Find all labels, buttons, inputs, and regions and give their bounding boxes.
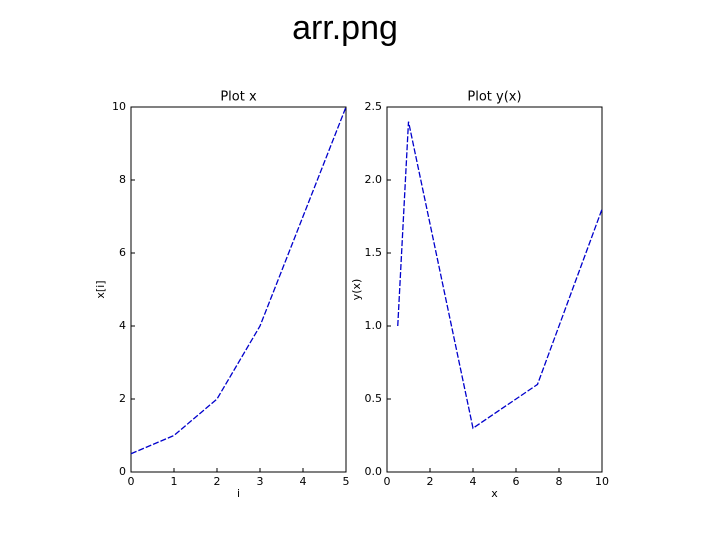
x-axis-label: x [491,487,498,500]
y-tick-label: 0.0 [365,465,383,478]
data-line [397,121,603,430]
x-tick-label: 5 [343,475,350,488]
x-tick-label: 4 [470,475,477,488]
x-tick-label: 3 [257,475,264,488]
y-tick-label: 2.5 [365,100,383,113]
x-tick-label: 2 [214,475,221,488]
x-tick-label: 0 [384,475,391,488]
axes-frame [130,106,347,473]
y-tick-label: 4 [119,319,126,332]
y-tick-label: 0.5 [365,392,383,405]
y-tick-label: 2 [119,392,126,405]
x-tick-label: 10 [595,475,609,488]
y-tick-label: 8 [119,173,126,186]
x-tick-label: 0 [128,475,135,488]
data-line [130,106,347,455]
y-tick-label: 2.0 [365,173,383,186]
y-tick-label: 6 [119,246,126,259]
y-tick-label: 0 [119,465,126,478]
y-axis-label: x[i] [94,280,107,298]
y-tick-label: 1.5 [365,246,383,259]
x-tick-label: 8 [556,475,563,488]
x-axis-label: i [237,487,240,500]
y-axis-label: y(x) [350,279,363,301]
axes-frame [386,106,603,473]
x-tick-label: 2 [427,475,434,488]
x-tick-label: 4 [300,475,307,488]
slide-title: arr.png [292,9,398,47]
chart-title: Plot x [220,90,257,105]
y-tick-label: 10 [112,100,126,113]
x-tick-label: 1 [171,475,178,488]
x-tick-label: 6 [513,475,520,488]
chart-title: Plot y(x) [467,90,521,105]
y-tick-label: 1.0 [365,319,383,332]
